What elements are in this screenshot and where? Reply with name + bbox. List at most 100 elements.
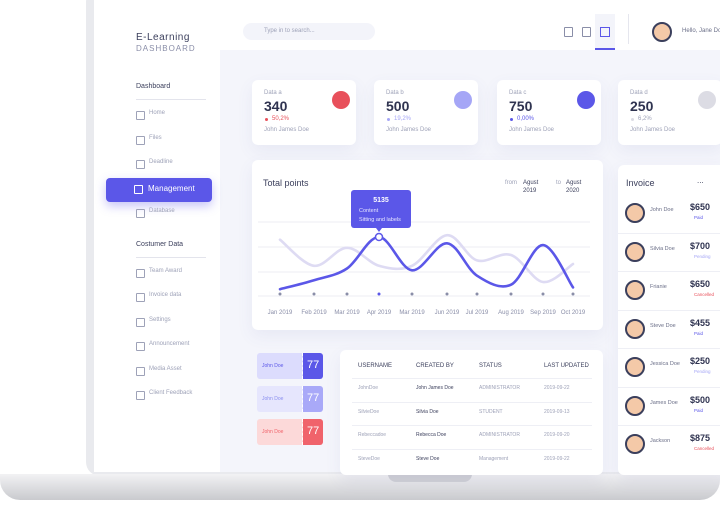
search-box[interactable]	[243, 23, 375, 40]
card-icon[interactable]	[454, 91, 472, 109]
card-change-dot	[631, 118, 634, 121]
sidebar-item[interactable]: Management	[148, 183, 195, 193]
ticket-stub[interactable]	[303, 419, 323, 445]
sidebar-item[interactable]: Deadline	[149, 159, 173, 165]
chart-title: Total points	[263, 178, 309, 188]
sidebar-rule	[136, 99, 206, 100]
table-card	[340, 350, 603, 475]
table-cell: SilvieDoe	[358, 408, 380, 415]
ticket-name: John Doe	[262, 363, 284, 369]
x-tick-label: Sep 2019	[530, 310, 556, 316]
table-rule	[352, 378, 592, 379]
range-to[interactable]: Agust 2020	[566, 180, 582, 194]
sidebar-icon[interactable]	[136, 342, 145, 351]
table-header: CREATED BY	[416, 363, 454, 369]
brand-title: E-Learning	[136, 32, 190, 43]
sidebar-icon[interactable]	[136, 391, 145, 400]
top-icon[interactable]	[564, 27, 573, 37]
table-header: LAST UPDATED	[544, 363, 589, 369]
invoice-avatar	[625, 318, 645, 339]
table-header: USERNAME	[358, 363, 393, 369]
tooltip-line: Content	[359, 208, 379, 214]
tooltip-value: 5135	[373, 197, 389, 204]
x-tick-label: Aug 2019	[498, 310, 524, 316]
sidebar-item[interactable]: Client Feedback	[149, 390, 193, 396]
ticket-name: John Doe	[262, 429, 284, 435]
x-tick-label: Mar 2019	[399, 310, 425, 316]
card-icon[interactable]	[577, 91, 595, 109]
invoice-name: Jessica Doe	[650, 361, 680, 367]
sidebar-icon[interactable]	[136, 160, 145, 169]
ticket[interactable]	[257, 419, 303, 445]
sidebar-item[interactable]: Team Award	[149, 267, 182, 274]
sidebar-item[interactable]: Home	[149, 110, 166, 116]
sidebar-icon[interactable]	[134, 184, 143, 194]
x-tick-label: Apr 2019	[367, 310, 392, 316]
sidebar-active[interactable]	[106, 177, 212, 202]
card-change: 0,00%	[517, 116, 535, 122]
invoice-avatar	[625, 203, 645, 223]
invoice-menu[interactable]: ...	[697, 176, 704, 185]
invoice-divider	[618, 232, 720, 234]
x-dot	[445, 292, 449, 296]
ticket-perforation	[302, 386, 303, 412]
x-dot	[475, 292, 479, 296]
sidebar-icon[interactable]	[136, 366, 145, 376]
invoice-amount: $500	[690, 394, 711, 405]
invoice-status: Paid	[694, 407, 704, 413]
invoice-status: Cancelled	[694, 292, 715, 297]
x-tick-label: Oct 2019	[561, 310, 586, 316]
sidebar-icon[interactable]	[136, 268, 145, 278]
table-cell: Rebecca Doe	[416, 432, 447, 438]
table-cell: 2019-09-13	[544, 408, 570, 415]
sidebar-icon[interactable]	[136, 111, 145, 120]
range-to-label: to	[556, 180, 562, 186]
card-change: 6,2%	[638, 116, 652, 122]
range-from[interactable]: Agust 2019	[523, 180, 539, 194]
invoice-name: Frianie	[650, 284, 667, 290]
sidebar-item[interactable]: Media Asset	[149, 365, 182, 372]
table-rule	[352, 401, 592, 403]
card-label: Data d	[630, 90, 648, 96]
invoice-name: Jackson	[650, 438, 671, 444]
sidebar-icon[interactable]	[136, 209, 145, 218]
table-cell: Steve Doe	[416, 455, 440, 462]
sidebar-icon[interactable]	[136, 135, 145, 145]
stat-card	[497, 80, 601, 145]
x-dot	[377, 292, 381, 296]
table-cell: Management	[479, 455, 509, 462]
card-icon[interactable]	[698, 91, 716, 109]
ticket-name: John Doe	[262, 396, 284, 402]
top-icon-active[interactable]	[595, 14, 615, 50]
sidebar-item[interactable]: Announcement	[149, 341, 190, 347]
sidebar-icon[interactable]	[136, 293, 145, 302]
ticket[interactable]	[257, 353, 303, 379]
sidebar-item[interactable]: Files	[149, 134, 162, 141]
ticket-stub[interactable]	[303, 353, 323, 379]
sidebar-item[interactable]: Settings	[149, 316, 171, 323]
sidebar-item[interactable]: Invoice data	[149, 292, 182, 298]
ticket-stub[interactable]	[303, 386, 323, 412]
card-change-dot	[265, 118, 268, 121]
sidebar-item[interactable]: Database	[149, 208, 175, 214]
invoice-amount: $875	[690, 433, 711, 443]
sidebar-heading: Dashboard	[136, 83, 171, 90]
user-greeting: Hello, Jane Do	[682, 28, 720, 34]
user-avatar[interactable]	[652, 22, 672, 42]
table-cell: Rebeccadoe	[358, 432, 387, 438]
sidebar-heading: Costumer Data	[136, 240, 184, 248]
top-icon[interactable]	[600, 27, 610, 37]
x-tick-label: Mar 2019	[334, 310, 360, 316]
ticket[interactable]	[257, 386, 303, 412]
card-name: John James Doe	[264, 127, 310, 133]
sidebar-icon[interactable]	[136, 317, 145, 327]
top-icon[interactable]	[582, 27, 591, 37]
card-icon[interactable]	[332, 91, 350, 109]
table-cell: 2019-09-20	[544, 432, 570, 438]
card-value: 500	[386, 98, 410, 114]
ticket-value: 77	[307, 359, 320, 371]
table-header: STATUS	[479, 363, 502, 369]
table-rule	[352, 425, 592, 426]
